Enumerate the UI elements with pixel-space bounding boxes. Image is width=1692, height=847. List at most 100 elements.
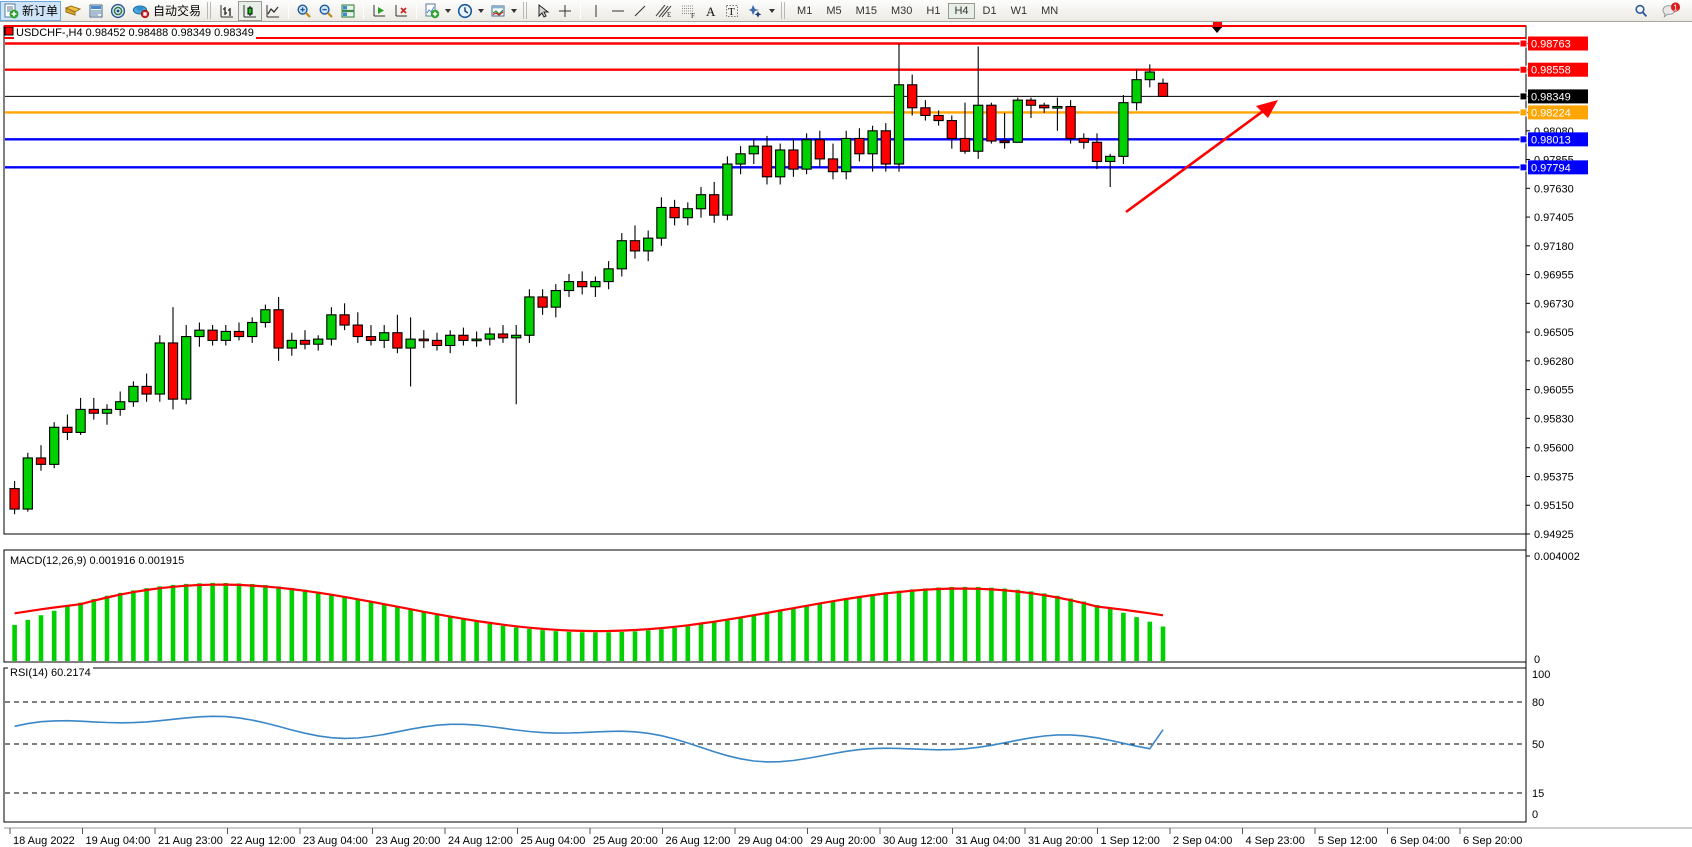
new-chart-button[interactable]	[421, 1, 454, 21]
candle-body	[1091, 141, 1103, 163]
timeframe-group: M1 M5 M15 M30 H1 H4 D1 W1 MN	[790, 2, 1065, 19]
separator	[580, 2, 582, 19]
price-tick-label: 0.96730	[1534, 298, 1574, 310]
zoom-out-button[interactable]	[315, 1, 337, 21]
level-handle[interactable]	[1519, 92, 1528, 101]
zoom-out-icon	[318, 3, 334, 19]
candle-body	[643, 237, 654, 252]
candle-body	[748, 145, 759, 155]
level-handle[interactable]	[1519, 65, 1528, 74]
vertical-line-button[interactable]	[585, 1, 607, 21]
timeframe-mn[interactable]: MN	[1041, 4, 1059, 17]
chart-canvas[interactable]: USDCHF-,H4 0.98452 0.98488 0.98349 0.983…	[0, 22, 1692, 847]
chart-svg: 0.987630.985580.983490.982240.980800.978…	[3, 22, 1692, 847]
separator	[288, 2, 290, 19]
level-handle[interactable]	[1519, 163, 1528, 172]
shapes-button[interactable]	[743, 1, 778, 21]
horizontal-line-button[interactable]	[607, 1, 629, 21]
chart-corner-marker[interactable]	[4, 26, 14, 36]
indicators-button[interactable]	[487, 1, 520, 21]
chevron-down-icon[interactable]	[478, 8, 485, 13]
chevron-down-icon[interactable]	[445, 8, 452, 13]
crosshair-icon	[557, 3, 573, 19]
folder-icon	[64, 3, 82, 19]
zoom-in-button[interactable]	[293, 1, 315, 21]
time-tick-label: 29 Aug 20:00	[811, 835, 876, 847]
equidistant-channel-button[interactable]: E	[651, 1, 677, 21]
terminal-button[interactable]	[85, 1, 107, 21]
candlestick-button[interactable]	[238, 0, 263, 21]
alert-badge-text: 1	[1673, 3, 1678, 12]
period-button[interactable]	[454, 1, 487, 21]
trend-arrow-head[interactable]	[1256, 100, 1278, 118]
trend-arrow-shaft[interactable]	[1125, 104, 1271, 214]
search-icon	[1633, 3, 1649, 19]
candle-body	[286, 339, 297, 349]
timeframe-h1[interactable]: H1	[926, 4, 941, 17]
candle-body	[788, 149, 799, 170]
line-chart-button[interactable]	[262, 1, 284, 21]
timeframe-m1[interactable]: M1	[797, 4, 813, 17]
navigator-button[interactable]	[107, 1, 129, 21]
candle-body	[1144, 71, 1155, 81]
time-tick-label: 22 Aug 12:00	[231, 835, 296, 847]
candle-body	[550, 289, 561, 308]
time-tick-label: 19 Aug 04:00	[86, 835, 151, 847]
level-handle[interactable]	[1519, 135, 1528, 144]
candle-body	[590, 281, 601, 288]
price-tag-label: 0.98558	[1531, 65, 1571, 77]
expert-stop-button[interactable]	[390, 1, 412, 21]
rsi-line	[14, 715, 1164, 763]
candle-body	[973, 104, 984, 152]
level-handle[interactable]	[1519, 39, 1528, 48]
expert-start-button[interactable]	[368, 1, 390, 21]
auto-trading-button[interactable]: 自动交易	[129, 1, 204, 21]
timeframe-w1[interactable]: W1	[1010, 4, 1028, 17]
price-tag	[1528, 89, 1588, 104]
trendline-button[interactable]	[629, 1, 651, 21]
candle-body	[207, 329, 218, 341]
rsi-tick-label: 80	[1532, 697, 1544, 709]
timeframe-m15[interactable]: M15	[855, 4, 877, 17]
crosshair-button[interactable]	[554, 1, 576, 21]
candle-body	[880, 130, 891, 165]
search-button[interactable]	[1630, 1, 1652, 21]
candle-body	[524, 296, 535, 336]
toolbar-grip[interactable]	[207, 2, 214, 19]
cursor-button[interactable]	[532, 1, 554, 21]
folder-button[interactable]	[61, 1, 85, 21]
equidistant-icon: E	[654, 3, 674, 19]
fibonacci-button[interactable]: F	[677, 1, 701, 21]
main-toolbar: 新订单	[0, 0, 1692, 22]
bar-chart-button[interactable]	[216, 1, 238, 21]
toolbar-grip[interactable]	[781, 2, 788, 19]
label-icon: T	[724, 3, 740, 19]
candle-body	[775, 149, 786, 178]
timeframe-m5[interactable]: M5	[826, 4, 842, 17]
new-order-button[interactable]: 新订单	[0, 0, 62, 21]
candle-body	[379, 332, 390, 341]
text-button[interactable]: A	[701, 1, 721, 21]
grid-button[interactable]	[337, 1, 359, 21]
chevron-down-icon[interactable]	[769, 8, 776, 13]
new-chart-icon	[424, 3, 440, 19]
timeframe-m30[interactable]: M30	[891, 4, 913, 17]
timeframe-d1[interactable]: D1	[982, 4, 997, 17]
line-chart-icon	[265, 3, 281, 19]
candle-body	[999, 140, 1010, 144]
text-icon: A	[704, 3, 718, 19]
hline-icon	[610, 3, 626, 19]
candle-body	[537, 296, 548, 308]
chevron-down-icon[interactable]	[511, 8, 518, 13]
label-button[interactable]: T	[721, 1, 743, 21]
level-handle[interactable]	[1519, 108, 1528, 117]
alert-button[interactable]: 1	[1658, 1, 1684, 21]
candle-body	[907, 84, 918, 109]
macd-scale-top: 0.004002	[1534, 551, 1580, 563]
price-tick-label: 0.95600	[1534, 443, 1574, 455]
time-tick-label: 31 Aug 20:00	[1028, 835, 1093, 847]
price-tick-label: 0.94925	[1534, 529, 1574, 541]
candlestick-icon	[242, 3, 258, 19]
timeframe-h4[interactable]: H4	[948, 2, 975, 19]
toolbar-grip[interactable]	[523, 2, 530, 19]
